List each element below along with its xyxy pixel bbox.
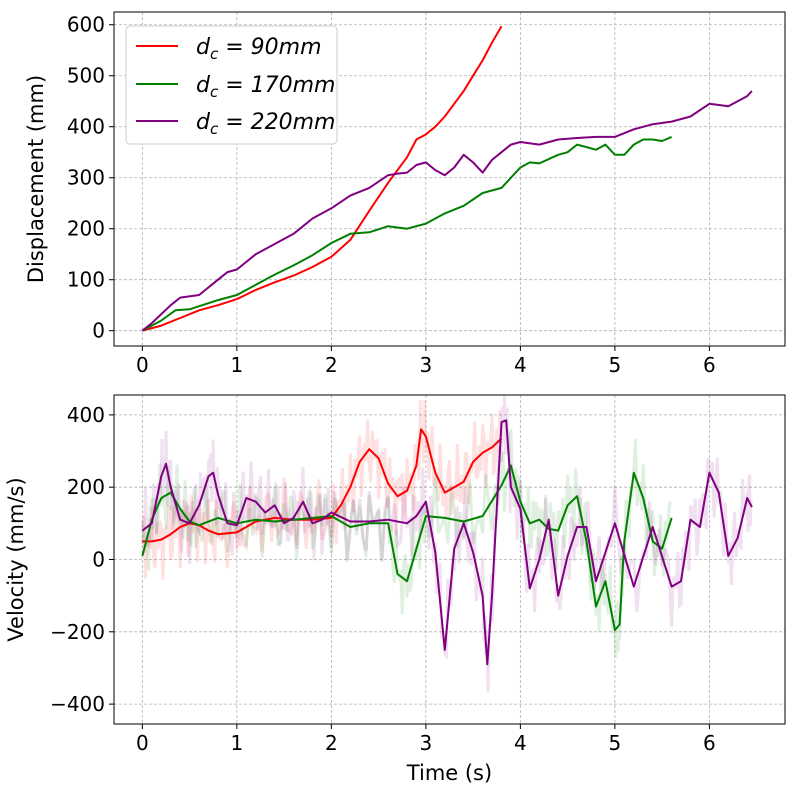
y-axis-title: Displacement (mm) (24, 75, 48, 283)
y-tick-label: 0 (92, 319, 105, 343)
x-tick-labels: 0 1 2 3 4 5 6 (136, 731, 716, 755)
x-tick-label: 1 (230, 731, 243, 755)
x-tick-label: 2 (325, 731, 338, 755)
x-tick-label: 0 (136, 353, 149, 377)
series-line-170mm (141, 464, 673, 631)
x-tick-label: 2 (325, 353, 338, 377)
y-tick-label: 600 (67, 13, 105, 37)
legend-label-170mm: dc = 170mm (196, 73, 336, 101)
x-tick-labels: 0 1 2 3 4 5 6 (136, 353, 716, 377)
y-tick-label: 400 (67, 403, 105, 427)
x-tick-label: 4 (514, 353, 527, 377)
y-tick-label: 200 (67, 475, 105, 499)
legend-label-220mm: dc = 220mm (196, 110, 336, 138)
y-tick-label: −200 (50, 620, 105, 644)
displacement-panel: 0 1 2 3 4 5 6 0 100 200 300 400 500 600 Displacement… (24, 11, 786, 377)
y-tick-label: 500 (67, 64, 105, 88)
legend-box (125, 25, 338, 145)
velocity-panel: 0 1 2 3 4 5 6 −400 −200 0 200 400 Time (s) Velocit… (4, 394, 786, 785)
x-tick-label: 1 (230, 353, 243, 377)
y-tick-label: −400 (50, 692, 105, 716)
x-tick-label: 0 (136, 731, 149, 755)
x-tick-label: 5 (609, 731, 622, 755)
y-tick-label: 100 (67, 268, 105, 292)
raw-signal-170mm (140, 428, 672, 659)
y-axis-title: Velocity (mm/s) (4, 477, 28, 641)
y-tick-labels: −400 −200 0 200 400 (50, 403, 105, 716)
series-lines (141, 25, 753, 332)
plot-frame (113, 11, 786, 347)
x-tick-label: 3 (420, 731, 433, 755)
series-line-220mm (141, 419, 753, 666)
legend: dc = 90mm dc = 170mm dc = 220mm (125, 25, 338, 145)
y-tick-label: 200 (67, 217, 105, 241)
raw-signal-90mm (140, 399, 502, 580)
y-tick-label: 400 (67, 115, 105, 139)
x-tick-label: 3 (420, 353, 433, 377)
series-line-220mm (141, 90, 753, 332)
tick-marks (109, 24, 710, 351)
x-tick-label: 5 (609, 353, 622, 377)
x-tick-label: 4 (514, 731, 527, 755)
y-tick-label: 0 (92, 548, 105, 572)
y-tick-label: 300 (67, 166, 105, 190)
x-axis-title: Time (s) (406, 761, 492, 785)
x-tick-label: 6 (703, 731, 716, 755)
x-tick-label: 6 (703, 353, 716, 377)
y-tick-labels: 0 100 200 300 400 500 600 (67, 13, 105, 343)
series-lines (141, 419, 753, 666)
series-line-90mm (142, 25, 503, 332)
series-line-170mm (141, 135, 672, 332)
grid-lines (114, 395, 785, 724)
tick-marks (109, 414, 710, 729)
